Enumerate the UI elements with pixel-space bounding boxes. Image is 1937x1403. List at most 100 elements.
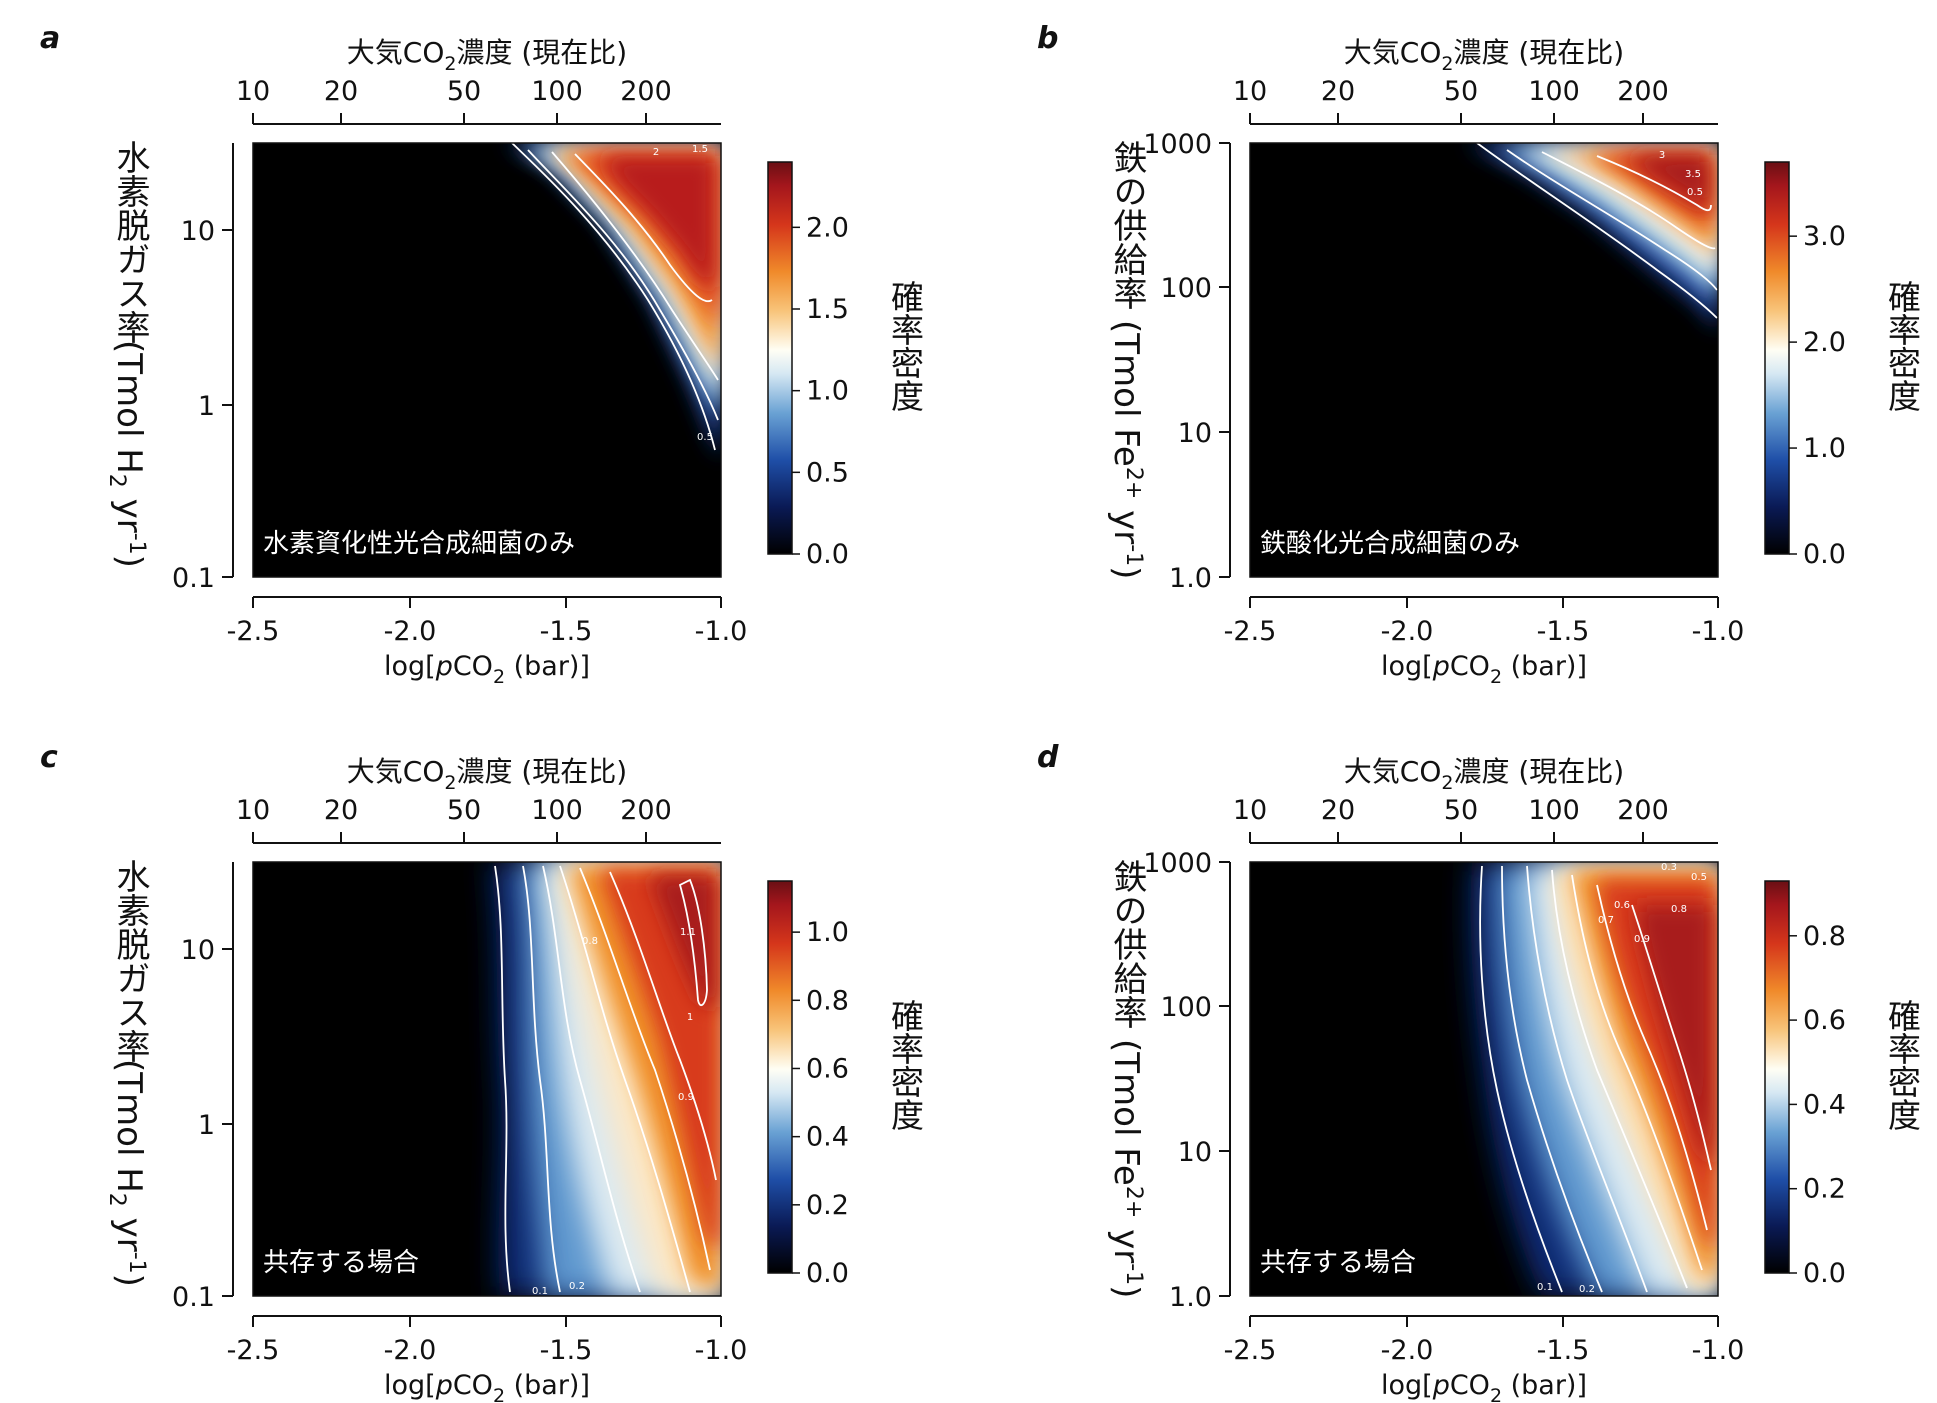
heatmap-clip-group: 1.1 0.8 0.9 1 0.1 0.2: [490, 862, 721, 1297]
density-region: [1627, 155, 1709, 210]
top-tick-label: 200: [1617, 795, 1669, 826]
y-axis-title-main: 鉄の供給率: [1107, 140, 1147, 310]
x-tick-label: -2.5: [227, 616, 280, 647]
contour-line: [609, 871, 717, 1181]
y-axis-title-main: 水素脱ガス率: [110, 140, 150, 344]
inset-label: 水素資化性光合成細菌のみ: [263, 529, 575, 559]
contour-line: [551, 151, 719, 381]
inset-label: 共存する場合: [263, 1248, 419, 1278]
contour-line: [1631, 904, 1712, 1171]
y-tick-label: 10: [1178, 1137, 1212, 1168]
contour-label: 0.8: [1671, 904, 1687, 915]
contour-label: 0.2: [1579, 1284, 1595, 1295]
y-tick-label: 1.0: [1169, 1282, 1212, 1313]
top-tick-label: 50: [447, 76, 481, 107]
heatmap: 0.9 0.8 0.70.6 0.5 0.3 0.1 0.2: [1470, 862, 1718, 1296]
contour-label: 0.1: [532, 1286, 548, 1297]
panel-c: c 大気CO2濃度 (現在比) 10 20 50 100 200 1.1 0.8 0.9 1 0.1 0…: [40, 740, 925, 1403]
contour-line: [511, 143, 716, 451]
colorbar: [1764, 880, 1790, 1274]
contour-label: 0.8: [582, 936, 598, 947]
contour-label: 0.9: [678, 1092, 694, 1103]
colorbar-tick-label: 1.0: [1803, 433, 1846, 464]
contour-line: [1501, 865, 1603, 1293]
colorbar-tick-label: 2.0: [1803, 327, 1846, 358]
y-tick-label: 1.0: [1169, 563, 1212, 594]
x-axis-title: log[pCO2 (bar)]: [384, 1370, 590, 1403]
contour-line: [522, 865, 561, 1293]
x-tick-label: -1.5: [540, 1335, 593, 1366]
contour-line: [574, 153, 713, 303]
y-tick-label: 1: [198, 391, 215, 422]
x-axis-title: log[pCO2 (bar)]: [1381, 651, 1587, 688]
y-tick-label: 1000: [1143, 848, 1212, 879]
contour-line: [1476, 143, 1718, 319]
contour-line: [1479, 865, 1563, 1293]
heatmap: 2 1.5 0.5: [505, 143, 721, 458]
x-tick-label: -2.0: [1381, 1335, 1434, 1366]
colorbar-tick-label: 1.0: [806, 917, 849, 948]
heatmap-clip-group: 0.5 3.5 3: [1467, 143, 1718, 330]
contour-label: 1: [687, 1012, 693, 1023]
top-tick-label: 50: [1444, 76, 1478, 107]
contour-line: [494, 865, 511, 1293]
colorbar-tick-label: 0.6: [806, 1053, 849, 1084]
top-tick-label: 50: [447, 795, 481, 826]
heatmap: 1.1 0.8 0.9 1 0.1 0.2: [490, 862, 721, 1297]
y-axis-title-unit: (Tmol Fe2+ yr-1): [1106, 1039, 1146, 1298]
top-tick-label: 50: [1444, 795, 1478, 826]
contour-label: 0.5: [1691, 872, 1707, 883]
contour-label: 0.5: [697, 432, 713, 443]
top-tick-label: 20: [1321, 795, 1355, 826]
x-tick-label: -2.5: [227, 1335, 280, 1366]
contour-label: 0.2: [569, 1281, 585, 1292]
colorbar-label: 確率密度: [886, 280, 925, 412]
contour-label: 0.7: [1598, 915, 1614, 926]
colorbar-tick-label: 0.4: [806, 1122, 849, 1153]
contour-line: [1526, 865, 1648, 1293]
y-axis-title-unit: (Tmol Fe2+ yr-1): [1106, 320, 1146, 579]
colorbar: [767, 161, 793, 555]
contour-label: 3.5: [1685, 169, 1701, 180]
contour-line: [678, 878, 708, 1007]
panel-letter: d: [1037, 740, 1059, 775]
top-tick-label: 200: [620, 76, 672, 107]
y-tick-label: 100: [1160, 273, 1212, 304]
x-axis-title: log[pCO2 (bar)]: [1381, 1370, 1587, 1403]
contour-label: 0.9: [1634, 934, 1650, 945]
top-axis-title: 大気CO2濃度 (現在比): [347, 36, 627, 75]
contour-line: [579, 867, 711, 1271]
panel-letter: b: [1037, 21, 1058, 56]
contour-label: 0.5: [1687, 187, 1703, 198]
y-tick-label: 1: [198, 1110, 215, 1141]
contour-label: 0.6: [1614, 900, 1630, 911]
panel-letter: c: [40, 740, 58, 775]
contour-line: [1596, 155, 1712, 212]
y-axis-title-main: 水素脱ガス率: [110, 859, 150, 1063]
top-axis-title: 大気CO2濃度 (現在比): [1344, 755, 1624, 794]
contour-line: [527, 149, 719, 421]
colorbar-tick-label: 0.8: [806, 985, 849, 1016]
contour-label: 3: [1659, 150, 1665, 161]
colorbar-tick-label: 2.0: [806, 212, 849, 243]
x-tick-label: -2.0: [1381, 616, 1434, 647]
top-tick-label: 100: [531, 795, 583, 826]
x-tick-label: -1.5: [1537, 616, 1590, 647]
top-tick-label: 100: [1528, 76, 1580, 107]
contour-line: [1541, 151, 1716, 250]
panel-letter: a: [40, 21, 60, 56]
colorbar-label: 確率密度: [1883, 280, 1922, 412]
density-region: [650, 876, 716, 1010]
contour-label: 0.3: [1661, 862, 1677, 873]
colorbar-tick-label: 0.0: [806, 539, 849, 570]
colorbar-tick-label: 0.0: [806, 1258, 849, 1289]
x-tick-label: -2.0: [384, 1335, 437, 1366]
colorbar-tick-label: 0.5: [806, 457, 849, 488]
y-tick-label: 1000: [1143, 129, 1212, 160]
colorbar-tick-label: 0.8: [1803, 921, 1846, 952]
contour-line: [559, 865, 691, 1293]
x-tick-label: -2.0: [384, 616, 437, 647]
colorbar-tick-label: 0.2: [806, 1190, 849, 1221]
top-tick-label: 10: [236, 76, 270, 107]
